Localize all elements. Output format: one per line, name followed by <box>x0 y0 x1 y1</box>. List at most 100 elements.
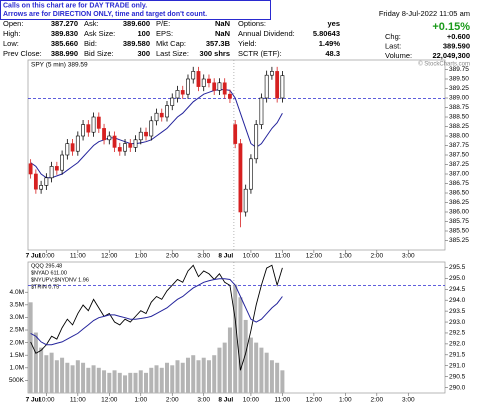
candle-body <box>33 173 38 190</box>
candle-body <box>123 143 127 152</box>
quote-label: Mkt Cap: <box>156 39 186 48</box>
x-tick-label: 1:00 <box>134 253 147 260</box>
quote-value: 388.990 <box>51 49 78 58</box>
x-tick-label: 11:00 <box>70 253 86 260</box>
candle-body <box>107 135 112 141</box>
volume-bar <box>185 357 190 393</box>
candle-body <box>264 74 269 99</box>
y-tick-label: 385.75 <box>449 218 469 225</box>
candle-body <box>217 82 222 91</box>
candle-body <box>207 78 211 84</box>
volume-bar <box>117 372 122 393</box>
quote-label: High: <box>3 29 21 38</box>
change-pct: +0.15% <box>432 21 470 33</box>
candle-body <box>65 143 70 156</box>
y-tick-label: 388.25 <box>449 123 469 130</box>
y-tick-label: 387.00 <box>449 171 469 178</box>
x-tick-label: 10:00 <box>38 397 55 404</box>
candle-body <box>238 143 243 213</box>
y-tick-label: 389.00 <box>449 95 469 102</box>
candle-body <box>75 135 80 152</box>
price-line <box>30 264 283 371</box>
candle-body <box>70 143 75 152</box>
quote-value: 300 shrs <box>200 49 230 58</box>
volume-bar <box>222 342 227 393</box>
volume-bar <box>144 372 149 393</box>
candle-body <box>49 166 54 179</box>
y-tick-label: 295.5 <box>449 264 466 271</box>
candle-body <box>159 112 164 118</box>
candle-body <box>233 124 238 144</box>
candle-body <box>170 97 175 106</box>
x-tick-label: 2:00 <box>370 253 383 260</box>
quote-value: 385.660 <box>51 39 78 48</box>
volume-bar <box>259 347 264 393</box>
volume-bar <box>75 360 80 393</box>
x-tick-label: 11:00 <box>70 397 86 404</box>
notice-line: Calls on this chart are for DAY TRADE on… <box>3 2 147 9</box>
volume-bar <box>201 357 206 393</box>
day-label: 7 Jul <box>26 397 41 404</box>
volume-bar <box>206 360 211 393</box>
candle-body <box>201 78 206 87</box>
candle-body <box>128 143 133 148</box>
y2-tick-label: 3.0M <box>10 314 24 321</box>
quote-label: Low: <box>3 39 19 48</box>
volume-bar <box>65 362 70 393</box>
y2-tick-label: 2.5M <box>10 327 24 334</box>
volume-bar <box>264 352 269 393</box>
volume-bar <box>159 367 164 393</box>
plot-frame <box>27 59 446 251</box>
volume-bar <box>138 370 143 393</box>
credit: © StockCharts.com <box>418 61 470 68</box>
candle-body <box>54 166 59 171</box>
x-tick-label: 3:00 <box>197 253 210 260</box>
legend-entry: $NYUPV:$NYDNV 1.96 <box>31 277 89 283</box>
volume-bar <box>180 362 185 393</box>
quote-label: Annual Dividend: <box>238 29 295 38</box>
quote-value: 100 <box>137 29 150 38</box>
volume-bar <box>112 370 117 393</box>
volume-bar <box>238 297 243 393</box>
volume-bar <box>96 367 101 393</box>
x-tick-label: 12:00 <box>306 397 323 404</box>
moving-average <box>30 278 283 346</box>
y-tick-label: 389.75 <box>449 66 469 73</box>
quote-date: Friday 8-Jul-2022 11:05 am <box>379 9 470 18</box>
volume-bar <box>86 367 91 393</box>
volume-bar <box>243 319 248 393</box>
candle-body <box>133 139 138 148</box>
quote-value: 48.3 <box>325 49 340 58</box>
volume-bar <box>165 362 169 393</box>
volume-bar <box>170 365 175 393</box>
volume-bar <box>123 375 128 393</box>
volume-bar <box>128 372 133 393</box>
notice-line: Arrows are for DIRECTION ONLY, time and … <box>3 11 207 18</box>
y-tick-label: 388.75 <box>449 104 469 111</box>
y-tick-label: 385.25 <box>449 237 469 244</box>
y2-tick-label: 1.5M <box>10 352 24 359</box>
day-label: 8 Jul <box>218 253 233 260</box>
volume-bar <box>227 327 232 393</box>
quote-label: Open: <box>3 19 23 28</box>
y2-tick-label: 4.0M <box>10 289 24 296</box>
quote-label: Bid: <box>84 39 97 48</box>
legend-entry: SPY (5 min) 389.59 <box>31 62 88 69</box>
volume-bar <box>39 347 44 393</box>
y-tick-label: 292.5 <box>449 330 466 337</box>
volume-bar <box>60 357 65 393</box>
y-tick-label: 389.50 <box>449 76 469 83</box>
quote-value: 389.830 <box>51 29 78 38</box>
x-tick-label: 3:00 <box>197 397 210 404</box>
candle-body <box>280 75 285 99</box>
y-tick-label: 389.25 <box>449 85 469 92</box>
x-tick-label: 3:00 <box>402 253 415 260</box>
quote-label: EPS: <box>156 29 173 38</box>
candle-body <box>228 93 232 99</box>
x-tick-label: 10:00 <box>38 253 55 260</box>
quote-label: Yield: <box>238 39 256 48</box>
quote-value: NaN <box>215 29 230 38</box>
quote-label: Ask Size: <box>84 29 115 38</box>
quote-label: Prev Close: <box>3 49 42 58</box>
candle-body <box>60 154 64 171</box>
